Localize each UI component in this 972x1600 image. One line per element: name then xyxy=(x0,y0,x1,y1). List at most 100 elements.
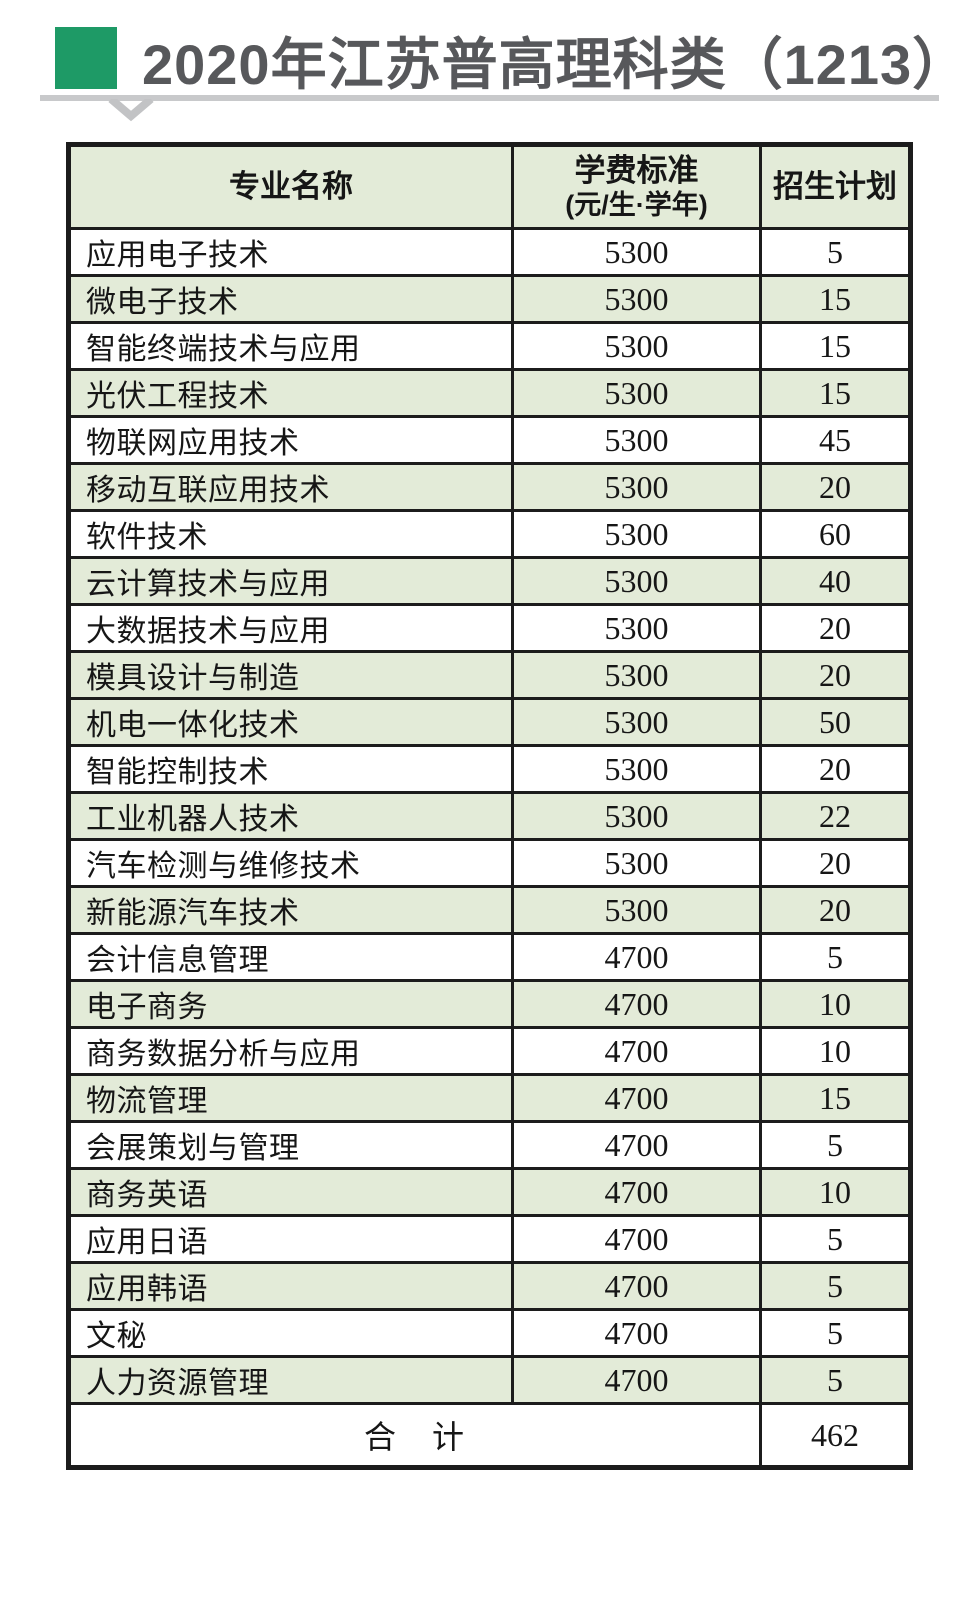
total-row: 合 计 462 xyxy=(67,1402,912,1469)
table-row: 文秘 4700 5 xyxy=(67,1308,912,1358)
plan-cell: 20 xyxy=(759,885,912,935)
total-label: 合 计 xyxy=(67,1402,762,1469)
plan-cell: 10 xyxy=(759,979,912,1029)
table-body: 应用电子技术 5300 5 微电子技术 5300 15 智能终端技术与应用 5300 15 光伏工… xyxy=(67,227,912,1405)
major-cell: 机电一体化技术 xyxy=(67,697,514,747)
major-cell: 模具设计与制造 xyxy=(67,650,514,700)
table-row: 模具设计与制造 5300 20 xyxy=(67,650,912,700)
plan-cell: 20 xyxy=(759,462,912,512)
table-row: 工业机器人技术 5300 22 xyxy=(67,791,912,841)
major-cell: 商务数据分析与应用 xyxy=(67,1026,514,1076)
tuition-cell: 5300 xyxy=(511,744,762,794)
tuition-cell: 4700 xyxy=(511,1214,762,1264)
tuition-cell: 5300 xyxy=(511,274,762,324)
header-major: 专业名称 xyxy=(67,143,514,230)
header-tuition: 学费标准 (元/生·学年) xyxy=(511,143,762,230)
header-row: 专业名称 学费标准 (元/生·学年) 招生计划 xyxy=(67,143,912,230)
tuition-cell: 5300 xyxy=(511,415,762,465)
major-cell: 人力资源管理 xyxy=(67,1355,514,1405)
plan-cell: 5 xyxy=(759,1120,912,1170)
header-plan-label: 招生计划 xyxy=(773,169,897,205)
major-cell: 工业机器人技术 xyxy=(67,791,514,841)
tuition-cell: 5300 xyxy=(511,650,762,700)
tuition-cell: 5300 xyxy=(511,227,762,277)
table-row: 应用日语 4700 5 xyxy=(67,1214,912,1264)
header-plan: 招生计划 xyxy=(759,143,912,230)
table-row: 云计算技术与应用 5300 40 xyxy=(67,556,912,606)
plan-cell: 5 xyxy=(759,932,912,982)
tuition-cell: 5300 xyxy=(511,556,762,606)
plan-cell: 10 xyxy=(759,1026,912,1076)
plan-cell: 5 xyxy=(759,227,912,277)
plan-cell: 5 xyxy=(759,1308,912,1358)
table-row: 物联网应用技术 5300 45 xyxy=(67,415,912,465)
major-cell: 云计算技术与应用 xyxy=(67,556,514,606)
major-cell: 智能控制技术 xyxy=(67,744,514,794)
plan-cell: 5 xyxy=(759,1261,912,1311)
header-tuition-label: 学费标准 xyxy=(574,152,699,188)
table-row: 物流管理 4700 15 xyxy=(67,1073,912,1123)
major-cell: 智能终端技术与应用 xyxy=(67,321,514,371)
major-cell: 光伏工程技术 xyxy=(67,368,514,418)
tuition-cell: 5300 xyxy=(511,838,762,888)
table-row: 软件技术 5300 60 xyxy=(67,509,912,559)
plan-cell: 15 xyxy=(759,368,912,418)
divider-rule xyxy=(40,95,939,101)
major-cell: 应用韩语 xyxy=(67,1261,514,1311)
total-value: 462 xyxy=(759,1402,912,1469)
plan-cell: 20 xyxy=(759,838,912,888)
major-cell: 应用日语 xyxy=(67,1214,514,1264)
plan-cell: 20 xyxy=(759,650,912,700)
tuition-cell: 5300 xyxy=(511,697,762,747)
major-cell: 新能源汽车技术 xyxy=(67,885,514,935)
tuition-cell: 4700 xyxy=(511,1073,762,1123)
tuition-cell: 5300 xyxy=(511,321,762,371)
table-row: 智能终端技术与应用 5300 15 xyxy=(67,321,912,371)
table-row: 大数据技术与应用 5300 20 xyxy=(67,603,912,653)
table-row: 商务英语 4700 10 xyxy=(67,1167,912,1217)
major-cell: 大数据技术与应用 xyxy=(67,603,514,653)
tuition-cell: 5300 xyxy=(511,791,762,841)
major-cell: 会展策划与管理 xyxy=(67,1120,514,1170)
tuition-cell: 4700 xyxy=(511,1261,762,1311)
table-row: 应用电子技术 5300 5 xyxy=(67,227,912,277)
title-marker-icon xyxy=(55,27,117,89)
table-footer: 合 计 462 xyxy=(67,1402,912,1469)
tuition-cell: 4700 xyxy=(511,1355,762,1405)
plan-cell: 22 xyxy=(759,791,912,841)
table-row: 电子商务 4700 10 xyxy=(67,979,912,1029)
tuition-cell: 4700 xyxy=(511,932,762,982)
plan-cell: 40 xyxy=(759,556,912,606)
plan-cell: 15 xyxy=(759,274,912,324)
page-title: 2020年江苏普高理科类（1213） xyxy=(142,33,970,96)
table-row: 光伏工程技术 5300 15 xyxy=(67,368,912,418)
table-row: 新能源汽车技术 5300 20 xyxy=(67,885,912,935)
plan-cell: 15 xyxy=(759,321,912,371)
plan-cell: 15 xyxy=(759,1073,912,1123)
table-header: 专业名称 学费标准 (元/生·学年) 招生计划 xyxy=(67,143,912,230)
plan-cell: 45 xyxy=(759,415,912,465)
table-row: 机电一体化技术 5300 50 xyxy=(67,697,912,747)
tuition-cell: 5300 xyxy=(511,462,762,512)
table-row: 商务数据分析与应用 4700 10 xyxy=(67,1026,912,1076)
major-cell: 应用电子技术 xyxy=(67,227,514,277)
header-tuition-unit: (元/生·学年) xyxy=(565,190,708,221)
plan-cell: 5 xyxy=(759,1355,912,1405)
tuition-cell: 5300 xyxy=(511,509,762,559)
plan-cell: 50 xyxy=(759,697,912,747)
header-major-label: 专业名称 xyxy=(229,169,353,205)
plan-cell: 60 xyxy=(759,509,912,559)
table-row: 移动互联应用技术 5300 20 xyxy=(67,462,912,512)
table-row: 人力资源管理 4700 5 xyxy=(67,1355,912,1405)
tuition-cell: 4700 xyxy=(511,1026,762,1076)
major-cell: 汽车检测与维修技术 xyxy=(67,838,514,888)
major-cell: 会计信息管理 xyxy=(67,932,514,982)
plan-cell: 20 xyxy=(759,744,912,794)
tuition-cell: 5300 xyxy=(511,603,762,653)
plan-cell: 10 xyxy=(759,1167,912,1217)
table-row: 会计信息管理 4700 5 xyxy=(67,932,912,982)
chevron-down-icon xyxy=(108,99,154,122)
tuition-cell: 4700 xyxy=(511,1167,762,1217)
tuition-cell: 4700 xyxy=(511,1120,762,1170)
